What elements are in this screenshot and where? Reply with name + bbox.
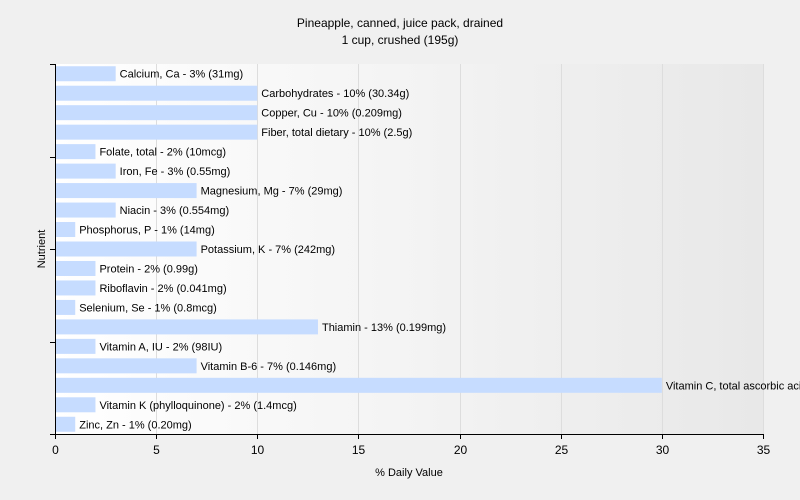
bar-label: Calcium, Ca - 3% (31mg) xyxy=(120,69,243,81)
bar-label: Vitamin B-6 - 7% (0.146mg) xyxy=(201,361,337,373)
x-tick-label: 25 xyxy=(555,443,569,457)
bar xyxy=(55,397,96,413)
x-tick-label: 0 xyxy=(52,443,59,457)
bar xyxy=(55,202,116,218)
axes: 0 5 10 15 20 25 30 35 xyxy=(50,64,770,457)
bar-label: Copper, Cu - 10% (0.209mg) xyxy=(261,108,402,120)
bar-labels: Calcium, Ca - 3% (31mg) Carbohydrates - 1… xyxy=(79,69,800,432)
bar-label: Carbohydrates - 10% (30.34g) xyxy=(261,88,409,100)
bar xyxy=(55,280,96,296)
bar-label: Vitamin A, IU - 2% (98IU) xyxy=(99,341,222,353)
bar-label: Niacin - 3% (0.554mg) xyxy=(120,205,229,217)
x-tick-label: 10 xyxy=(251,443,265,457)
bar xyxy=(55,66,116,82)
bar xyxy=(55,222,76,238)
bar-label: Zinc, Zn - 1% (0.20mg) xyxy=(79,419,191,431)
bar xyxy=(55,260,96,276)
chart-title: Pineapple, canned, juice pack, drained xyxy=(297,16,503,30)
bar-label: Selenium, Se - 1% (0.8mcg) xyxy=(79,302,217,314)
x-tick-label: 15 xyxy=(352,443,366,457)
bar xyxy=(55,105,258,121)
bar xyxy=(55,319,318,335)
bar xyxy=(55,299,76,315)
bar-label: Thiamin - 13% (0.199mg) xyxy=(322,322,446,334)
chart-subtitle: 1 cup, crushed (195g) xyxy=(342,33,459,47)
bar-label: Vitamin K (phylloquinone) - 2% (1.4mcg) xyxy=(99,400,296,412)
bar xyxy=(55,124,258,140)
bar xyxy=(55,358,197,374)
x-tick-label: 30 xyxy=(656,443,670,457)
bar xyxy=(55,85,258,101)
bar xyxy=(55,183,197,199)
bar-label: Phosphorus, P - 1% (14mg) xyxy=(79,225,215,237)
bars xyxy=(55,66,662,432)
x-tick-label: 35 xyxy=(757,443,771,457)
bar xyxy=(55,416,76,432)
bar-label: Folate, total - 2% (10mcg) xyxy=(99,147,226,159)
bar xyxy=(55,338,96,354)
bar-label: Fiber, total dietary - 10% (2.5g) xyxy=(261,127,412,139)
x-tick-label: 20 xyxy=(454,443,468,457)
bar-label: Potassium, K - 7% (242mg) xyxy=(201,244,336,256)
bar-label: Protein - 2% (0.99g) xyxy=(99,263,197,275)
bar xyxy=(55,163,116,179)
bar-label: Riboflavin - 2% (0.041mg) xyxy=(99,283,226,295)
x-tick-label: 5 xyxy=(153,443,160,457)
y-axis-label: Nutrient xyxy=(36,230,48,269)
bar-label: Magnesium, Mg - 7% (29mg) xyxy=(201,186,343,198)
bar xyxy=(55,241,197,257)
bar-label: Iron, Fe - 3% (0.55mg) xyxy=(120,166,231,178)
bar xyxy=(55,377,662,393)
x-axis-label: % Daily Value xyxy=(375,467,443,479)
bar-label: Vitamin C, total ascorbic acid - 30% (18… xyxy=(666,380,800,392)
bar xyxy=(55,144,96,160)
